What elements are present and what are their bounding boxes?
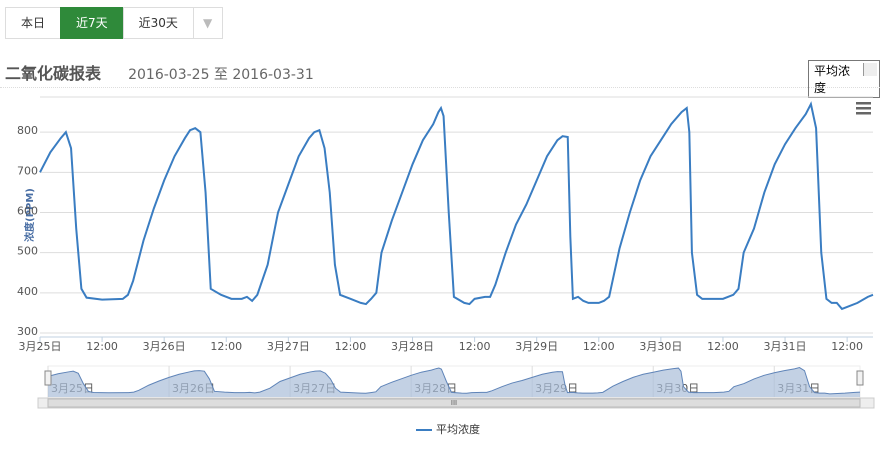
legend-label: 平均浓度 bbox=[436, 422, 480, 436]
tabs: 本日 近7天 近30天 ▼ bbox=[5, 7, 223, 39]
y-axis-title: 浓度(PPM) bbox=[23, 188, 36, 242]
scrollbar-grip: III bbox=[451, 399, 457, 407]
tab[interactable]: 近30天 bbox=[122, 7, 194, 39]
y-tick-label: 400 bbox=[17, 285, 38, 298]
x-tick-label: 3月27日 bbox=[267, 340, 310, 353]
metric-select[interactable]: 平均浓度 bbox=[808, 60, 880, 98]
x-tick-label: 12:00 bbox=[583, 340, 615, 353]
x-tick-label: 3月28日 bbox=[391, 340, 434, 353]
x-tick-label: 3月31日 bbox=[764, 340, 807, 353]
x-tick-label: 12:00 bbox=[831, 340, 863, 353]
nav-handle[interactable] bbox=[856, 370, 864, 386]
x-tick-label: 3月30日 bbox=[639, 340, 682, 353]
menu-icon[interactable] bbox=[856, 102, 871, 115]
chart-title: 二氧化碳报表 bbox=[5, 64, 102, 83]
x-tick-label: 12:00 bbox=[210, 340, 242, 353]
scrollbar-thumb[interactable] bbox=[47, 398, 861, 408]
series-line bbox=[39, 101, 874, 311]
nav-area bbox=[48, 367, 860, 397]
x-tick-label: 12:00 bbox=[459, 340, 491, 353]
y-tick-label: 600 bbox=[17, 205, 38, 218]
y-tick-label: 500 bbox=[17, 245, 38, 258]
y-tick-label: 800 bbox=[17, 124, 38, 137]
x-tick-label: 12:00 bbox=[86, 340, 118, 353]
x-tick-label: 12:00 bbox=[335, 340, 367, 353]
x-tick-label: 3月29日 bbox=[515, 340, 558, 353]
header: 二氧化碳报表 2016-03-25 至 2016-03-31 bbox=[5, 60, 314, 84]
dropdown[interactable]: ▼ bbox=[192, 7, 223, 39]
y-tick-label: 700 bbox=[17, 164, 38, 177]
tab[interactable]: 近7天 bbox=[60, 7, 124, 39]
divider bbox=[0, 87, 880, 88]
x-tick-label: 3月25日 bbox=[19, 340, 62, 353]
x-tick-label: 12:00 bbox=[707, 340, 739, 353]
x-tick-label: 3月26日 bbox=[143, 340, 186, 353]
tab[interactable]: 本日 bbox=[5, 7, 62, 39]
y-tick-label: 300 bbox=[17, 325, 38, 338]
nav-handle[interactable] bbox=[44, 370, 52, 386]
chart-subtitle: 2016-03-25 至 2016-03-31 bbox=[128, 67, 314, 83]
nav-line bbox=[47, 367, 861, 395]
